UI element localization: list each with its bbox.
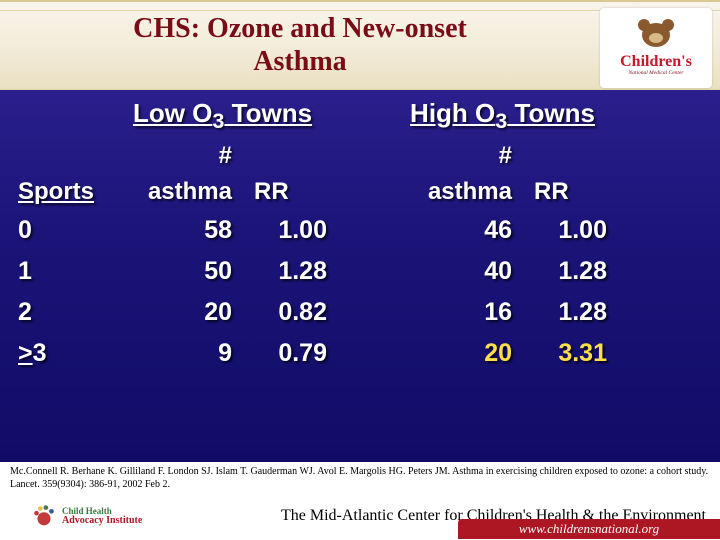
high-asthma-cell: 40 bbox=[390, 251, 520, 292]
data-table-panel: Low O3 Towns High O3 Towns # # Sports as… bbox=[0, 90, 720, 462]
col-header-row: Sports asthma RR asthma RR bbox=[0, 174, 615, 210]
hash-low: # bbox=[110, 138, 240, 174]
citation-text: Mc.Connell R. Berhane K. Gilliland F. Lo… bbox=[0, 462, 720, 493]
bear-icon bbox=[636, 19, 676, 51]
low-rr-cell: 0.79 bbox=[240, 333, 335, 374]
rr-header-low: RR bbox=[240, 174, 335, 210]
table-row: >390.79 203.31 bbox=[0, 333, 615, 374]
high-group-label: High O bbox=[410, 98, 495, 128]
handprint-icon bbox=[30, 502, 58, 530]
high-rr-cell: 1.28 bbox=[520, 292, 615, 333]
sports-header: Sports bbox=[0, 174, 110, 210]
subscript-3: 3 bbox=[212, 108, 224, 133]
asthma-header-high: asthma bbox=[390, 174, 520, 210]
high-asthma-cell: 16 bbox=[390, 292, 520, 333]
advocacy-logo: Child Health Advocacy Institute bbox=[0, 502, 142, 530]
high-asthma-cell: 20 bbox=[390, 333, 520, 374]
sports-cell: 0 bbox=[0, 210, 110, 251]
sports-cell: 1 bbox=[0, 251, 110, 292]
table-row: 1501.28401.28 bbox=[0, 251, 615, 292]
hash-row: # # bbox=[0, 138, 615, 174]
logo-sub-text: National Medical Center bbox=[629, 71, 684, 77]
low-group-label: Low O bbox=[133, 98, 212, 128]
low-rr-cell: 0.82 bbox=[240, 292, 335, 333]
low-asthma-cell: 58 bbox=[110, 210, 240, 251]
slide-header: CHS: Ozone and New-onset Asthma Children… bbox=[0, 0, 720, 90]
high-rr-cell: 1.00 bbox=[520, 210, 615, 251]
towns-suffix: Towns bbox=[224, 98, 312, 128]
title-line2: Asthma bbox=[253, 46, 346, 77]
hospital-logo: Children's National Medical Center bbox=[600, 8, 712, 88]
low-asthma-cell: 9 bbox=[110, 333, 240, 374]
towns-suffix-b: Towns bbox=[507, 98, 595, 128]
page-title: CHS: Ozone and New-onset Asthma bbox=[70, 13, 530, 77]
group-header-row: Low O3 Towns High O3 Towns bbox=[0, 94, 615, 138]
url-bar: www.childrensnational.org bbox=[458, 519, 720, 539]
high-rr-cell: 3.31 bbox=[520, 333, 615, 374]
high-rr-cell: 1.28 bbox=[520, 251, 615, 292]
asthma-table: Low O3 Towns High O3 Towns # # Sports as… bbox=[0, 94, 615, 374]
title-line1: CHS: Ozone and New-onset bbox=[133, 13, 467, 44]
subscript-3b: 3 bbox=[495, 108, 507, 133]
asthma-header-low: asthma bbox=[110, 174, 240, 210]
low-rr-cell: 1.28 bbox=[240, 251, 335, 292]
logo-main-text: Children's bbox=[620, 53, 692, 71]
low-rr-cell: 1.00 bbox=[240, 210, 335, 251]
sports-cell: >3 bbox=[0, 333, 110, 374]
low-asthma-cell: 50 bbox=[110, 251, 240, 292]
table-row: 0581.00461.00 bbox=[0, 210, 615, 251]
rr-header-high: RR bbox=[520, 174, 615, 210]
slide-footer: Child Health Advocacy Institute The Mid-… bbox=[0, 493, 720, 539]
adv-line2: Advocacy Institute bbox=[62, 516, 142, 526]
sports-cell: 2 bbox=[0, 292, 110, 333]
low-asthma-cell: 20 bbox=[110, 292, 240, 333]
table-row: 2200.82 161.28 bbox=[0, 292, 615, 333]
high-asthma-cell: 46 bbox=[390, 210, 520, 251]
hash-high: # bbox=[390, 138, 520, 174]
